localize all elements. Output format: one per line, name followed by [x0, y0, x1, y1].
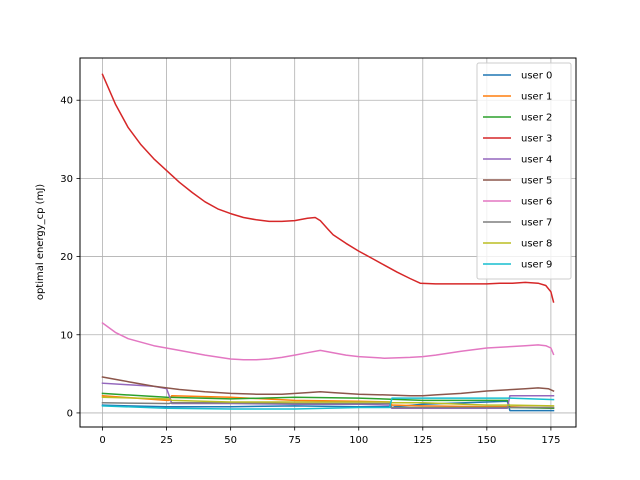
legend-label: user 1: [521, 92, 552, 103]
series-line-user-9: [101, 397, 555, 410]
legend-label: user 7: [521, 218, 552, 229]
y-tick-label: 20: [60, 252, 73, 263]
legend-label: user 5: [521, 176, 552, 187]
legend-label: user 0: [521, 71, 552, 82]
x-tick-label: 0: [99, 435, 105, 446]
series-line-user-8: [101, 396, 555, 407]
legend: user 0 user 1 user 2 user 3 user 4 user 5 user…: [476, 62, 572, 280]
legend-label: user 4: [521, 155, 552, 166]
legend-label: user 6: [521, 197, 552, 208]
y-tick-label: 30: [60, 174, 73, 185]
series-line-user-6: [101, 321, 555, 361]
series-line-user-3: [101, 73, 555, 303]
legend-label: user 2: [521, 113, 552, 124]
x-tick-label: 150: [477, 435, 496, 446]
y-axis-label: optimal energy_cp (mJ): [35, 184, 46, 300]
x-tick-label: 175: [541, 435, 560, 446]
x-tick-label: 50: [224, 435, 237, 446]
y-axis-ticks: 0 10 20 30 40: [60, 96, 80, 419]
x-tick-label: 25: [160, 435, 173, 446]
legend-label: user 8: [521, 239, 552, 250]
y-tick-label: 10: [60, 330, 73, 341]
y-tick-label: 40: [60, 96, 73, 107]
x-tick-label: 125: [413, 435, 432, 446]
series-line-user-7: [101, 402, 555, 409]
plot-frame: [79, 57, 577, 428]
legend-label: user 3: [521, 134, 552, 145]
series-line-user-5: [101, 376, 555, 397]
y-tick-label: 0: [67, 408, 73, 419]
x-tick-label: 75: [288, 435, 301, 446]
series-lines: [101, 73, 555, 412]
x-tick-label: 100: [349, 435, 368, 446]
x-axis-ticks: 0 25 50 75 100 125 150 175: [99, 427, 560, 446]
legend-label: user 9: [521, 260, 552, 271]
